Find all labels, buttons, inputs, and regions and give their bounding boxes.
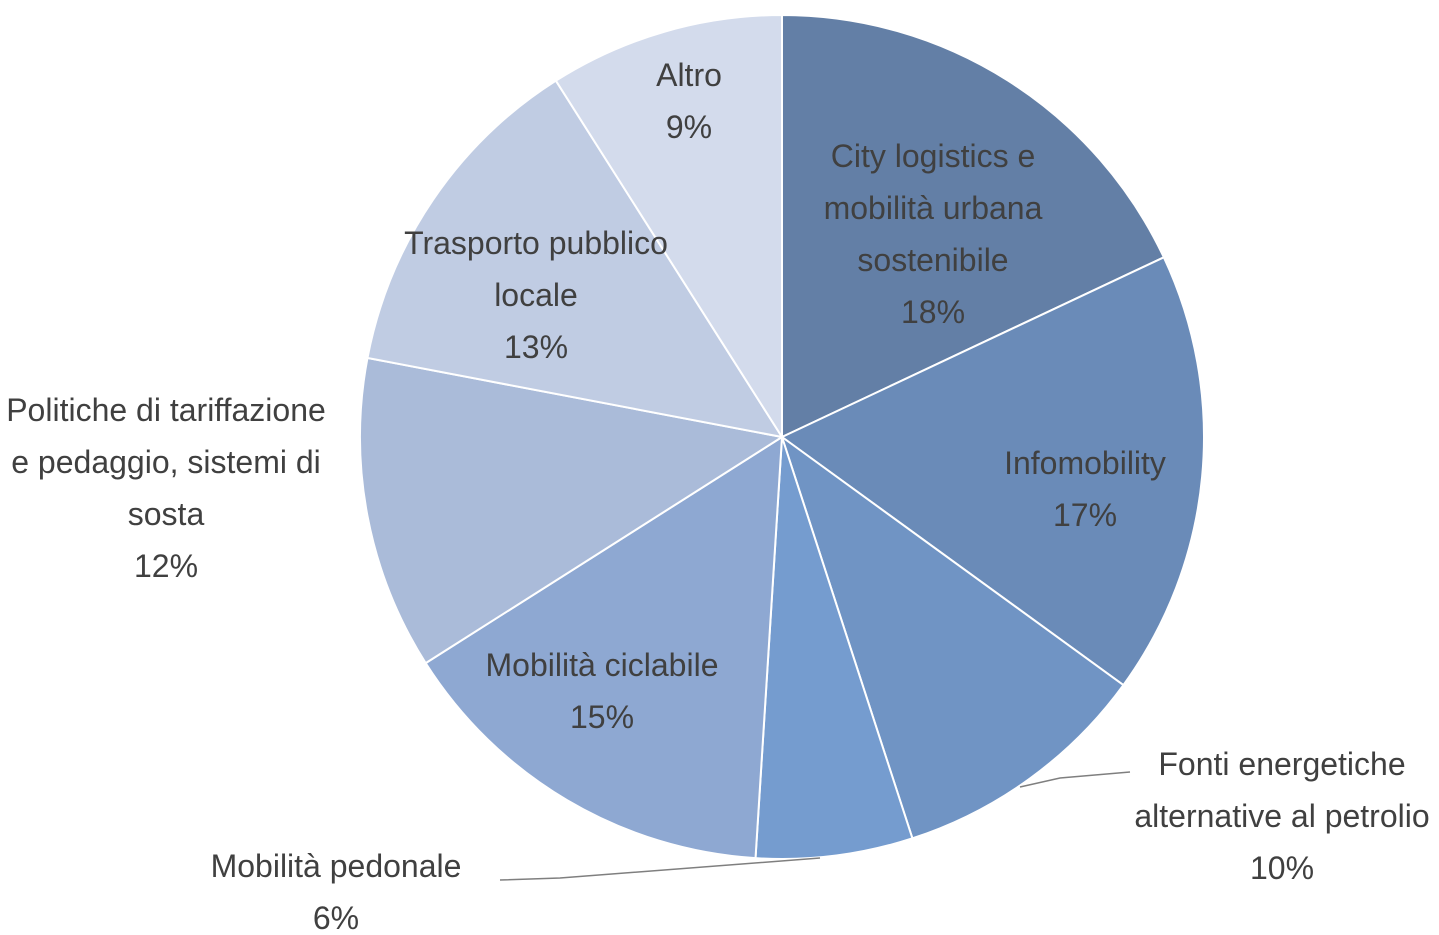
pie-slice xyxy=(359,356,785,665)
leader-line xyxy=(1019,771,1131,788)
pie-slice xyxy=(366,79,785,439)
category-label: Fonti energetiche alternative al petroli… xyxy=(1134,746,1430,834)
category-label: Mobilità ciclabile xyxy=(485,647,719,683)
value-label: 15% xyxy=(569,699,635,735)
data-label: Trasporto pubblico locale 13% xyxy=(396,217,676,373)
data-label: Politiche di tariffazione e pedaggio, si… xyxy=(6,384,326,592)
value-label: 12% xyxy=(133,548,199,584)
pie-slice xyxy=(754,436,914,860)
data-label: Mobilità ciclabile 15% xyxy=(442,639,762,743)
value-label: 10% xyxy=(1249,850,1315,886)
category-label: City logistics e mobilità urbana sosteni… xyxy=(823,138,1043,278)
value-label: 9% xyxy=(665,109,713,145)
category-label: Infomobility xyxy=(1004,445,1166,481)
pie-slice xyxy=(780,434,1125,840)
category-label: Mobilità pedonale xyxy=(210,848,462,884)
category-label: Politiche di tariffazione e pedaggio, si… xyxy=(6,392,326,532)
data-label: City logistics e mobilità urbana sosteni… xyxy=(788,130,1078,338)
value-label: 18% xyxy=(900,294,966,330)
pie-slice xyxy=(780,255,1205,687)
pie-slice xyxy=(781,13,1166,439)
data-label: Fonti energetiche alternative al petroli… xyxy=(1122,738,1439,894)
data-label: Infomobility 17% xyxy=(955,437,1215,541)
category-label: Trasporto pubblico locale xyxy=(404,225,668,313)
leader-line xyxy=(499,857,821,881)
data-label: Mobilità pedonale 6% xyxy=(171,840,501,935)
data-label: Altro 9% xyxy=(589,49,789,153)
value-label: 13% xyxy=(503,329,569,365)
value-label: 6% xyxy=(312,900,360,935)
pie-slice xyxy=(554,13,783,441)
pie-slice xyxy=(424,435,784,860)
category-label: Altro xyxy=(656,57,722,93)
value-label: 17% xyxy=(1052,497,1118,533)
